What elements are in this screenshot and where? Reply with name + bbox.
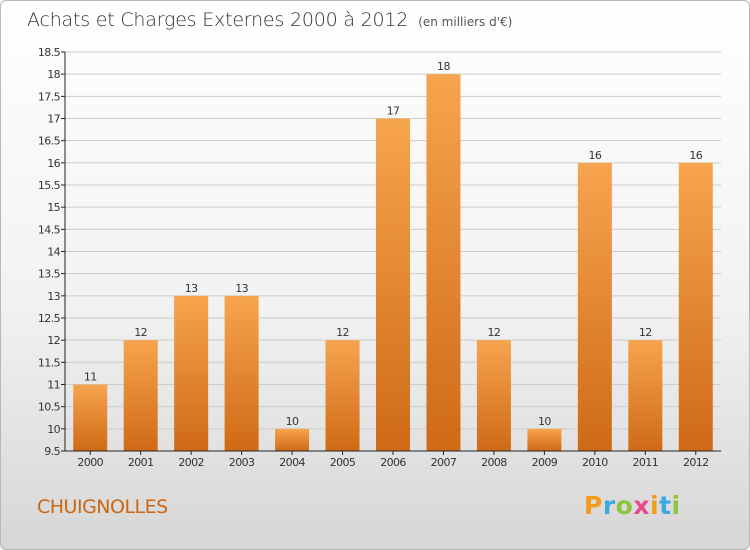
data-label: 12 bbox=[639, 326, 652, 339]
bar-2003[interactable] bbox=[224, 295, 259, 451]
bar-2008[interactable] bbox=[476, 340, 511, 451]
y-tick-label: 16 bbox=[47, 157, 60, 170]
data-label: 16 bbox=[689, 149, 702, 162]
logo-letter: t bbox=[659, 491, 672, 520]
data-label: 12 bbox=[488, 326, 501, 339]
data-label: 12 bbox=[134, 326, 147, 339]
y-tick-label: 17 bbox=[47, 113, 60, 126]
x-tick-label: 2012 bbox=[683, 456, 709, 469]
y-tick-label: 11.5 bbox=[38, 356, 61, 369]
bar-2007[interactable] bbox=[426, 74, 461, 452]
commune-name: CHUIGNOLLES bbox=[37, 496, 168, 518]
x-tick-label: 2008 bbox=[481, 456, 507, 469]
y-tick-label: 18 bbox=[47, 68, 60, 81]
y-tick-label: 12 bbox=[47, 334, 60, 347]
x-tick-label: 2000 bbox=[77, 456, 103, 469]
proxiti-logo[interactable]: Proxiti bbox=[584, 491, 681, 520]
data-label: 13 bbox=[185, 282, 198, 295]
title-row: Achats et Charges Externes 2000 à 2012 (e… bbox=[27, 9, 512, 31]
bar-2004[interactable] bbox=[275, 428, 310, 451]
y-tick-label: 13 bbox=[47, 290, 60, 303]
x-tick-label: 2009 bbox=[532, 456, 558, 469]
x-tick-label: 2003 bbox=[229, 456, 255, 469]
y-tick-label: 14 bbox=[47, 246, 60, 259]
logo-letter: r bbox=[602, 491, 616, 520]
y-tick-label: 17.5 bbox=[38, 90, 61, 103]
logo-letter: i bbox=[671, 491, 681, 520]
data-label: 10 bbox=[538, 415, 551, 428]
y-tick-label: 14.5 bbox=[38, 223, 61, 236]
bar-2001[interactable] bbox=[123, 340, 158, 451]
axes bbox=[61, 51, 721, 455]
x-tick-label: 2004 bbox=[279, 456, 305, 469]
logo-letter: o bbox=[615, 491, 634, 520]
y-tick-label: 10 bbox=[47, 423, 60, 436]
x-tick-label: 2011 bbox=[633, 456, 659, 469]
data-label: 18 bbox=[437, 60, 450, 73]
x-tick-label: 2007 bbox=[431, 456, 457, 469]
y-tick-label: 11 bbox=[47, 379, 60, 392]
y-tick-label: 9.5 bbox=[44, 445, 60, 458]
logo-letter: x bbox=[633, 491, 650, 520]
bar-2012[interactable] bbox=[678, 162, 713, 452]
data-label: 17 bbox=[387, 105, 400, 118]
y-tick-label: 16.5 bbox=[38, 135, 61, 148]
y-tick-label: 12.5 bbox=[38, 312, 61, 325]
x-tick-label: 2010 bbox=[582, 456, 608, 469]
data-label: 13 bbox=[235, 282, 248, 295]
y-tick-label: 15 bbox=[47, 201, 60, 214]
x-tick-label: 2001 bbox=[128, 456, 154, 469]
bar-2000[interactable] bbox=[73, 384, 108, 452]
y-tick-label: 18.5 bbox=[38, 46, 61, 59]
bar-2010[interactable] bbox=[577, 162, 612, 452]
bar-2011[interactable] bbox=[628, 340, 663, 451]
data-label: 11 bbox=[84, 371, 97, 384]
y-tick-label: 10.5 bbox=[38, 401, 61, 414]
data-label: 10 bbox=[286, 415, 299, 428]
bars bbox=[73, 74, 713, 452]
chart-unit: (en milliers d'€) bbox=[418, 15, 513, 29]
bar-2002[interactable] bbox=[174, 295, 209, 451]
x-tick-label: 2002 bbox=[178, 456, 204, 469]
bar-2009[interactable] bbox=[527, 428, 562, 451]
labels: 9.5 10 10.5 11 11.5 12 12.5 13 13.5 14 14.5 15 15.5 1… bbox=[38, 46, 709, 469]
x-tick-label: 2005 bbox=[330, 456, 356, 469]
data-label: 16 bbox=[588, 149, 601, 162]
y-tick-label: 13.5 bbox=[38, 268, 61, 281]
bar-2005[interactable] bbox=[325, 340, 360, 451]
x-tick-label: 2006 bbox=[380, 456, 406, 469]
data-label: 12 bbox=[336, 326, 349, 339]
logo-letter: i bbox=[650, 491, 660, 520]
chart-title: Achats et Charges Externes 2000 à 2012 bbox=[27, 9, 409, 31]
bar-2006[interactable] bbox=[376, 118, 410, 452]
logo-letter: P bbox=[584, 491, 603, 520]
y-tick-label: 15.5 bbox=[38, 179, 61, 192]
